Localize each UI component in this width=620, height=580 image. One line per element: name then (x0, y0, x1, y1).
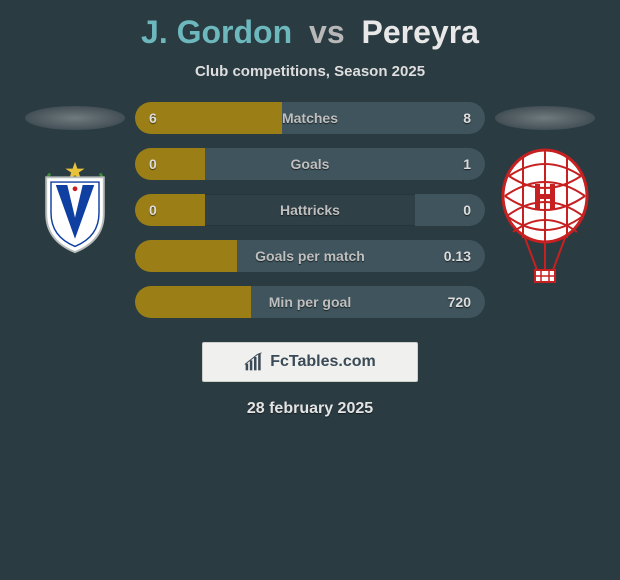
stat-label: Hattricks (135, 194, 485, 226)
root: J. Gordon vs Pereyra Club competitions, … (0, 0, 620, 418)
main-panel: Matches68Goals01Hattricks00Goals per mat… (0, 102, 620, 318)
player2-crest (493, 148, 597, 288)
page-title: J. Gordon vs Pereyra (141, 14, 479, 51)
stat-row: Goals per match0.13 (135, 240, 485, 272)
stat-label: Min per goal (135, 286, 485, 318)
stat-label: Goals per match (135, 240, 485, 272)
stat-value-left: 6 (149, 102, 157, 134)
stat-value-right: 1 (463, 148, 471, 180)
stat-row: Goals0 1 (135, 148, 485, 180)
stat-rows: Matches68Goals01Hattricks00Goals per mat… (135, 102, 485, 318)
stat-row: Min per goal720 (135, 286, 485, 318)
bar-chart-icon (244, 352, 264, 372)
huracan-balloon-icon (493, 148, 597, 288)
player2-name: Pereyra (362, 14, 479, 50)
player1-crest (27, 160, 123, 256)
stat-value-right: 8 (463, 102, 471, 134)
player1-name: J. Gordon (141, 14, 292, 50)
stat-label: Matches (135, 102, 485, 134)
stat-value-right: 0 (463, 194, 471, 226)
stat-value-right: 0.13 (444, 240, 471, 272)
velez-shield-icon (27, 160, 123, 256)
stat-value-left: 0 (149, 148, 157, 180)
player2-platform (495, 106, 595, 130)
right-side (485, 102, 605, 288)
vs-label: vs (309, 14, 345, 50)
stat-label: Goals (135, 148, 485, 180)
stat-value-right: 720 (448, 286, 471, 318)
player1-platform (25, 106, 125, 130)
subtitle: Club competitions, Season 2025 (195, 63, 425, 80)
left-side (15, 102, 135, 256)
date-label: 28 february 2025 (247, 400, 373, 418)
stat-row: Matches6 8 (135, 102, 485, 134)
brand-label: FcTables.com (270, 353, 376, 371)
brand-box: FcTables.com (202, 342, 418, 382)
stat-value-left: 0 (149, 194, 157, 226)
stat-row: Hattricks0 0 (135, 194, 485, 226)
